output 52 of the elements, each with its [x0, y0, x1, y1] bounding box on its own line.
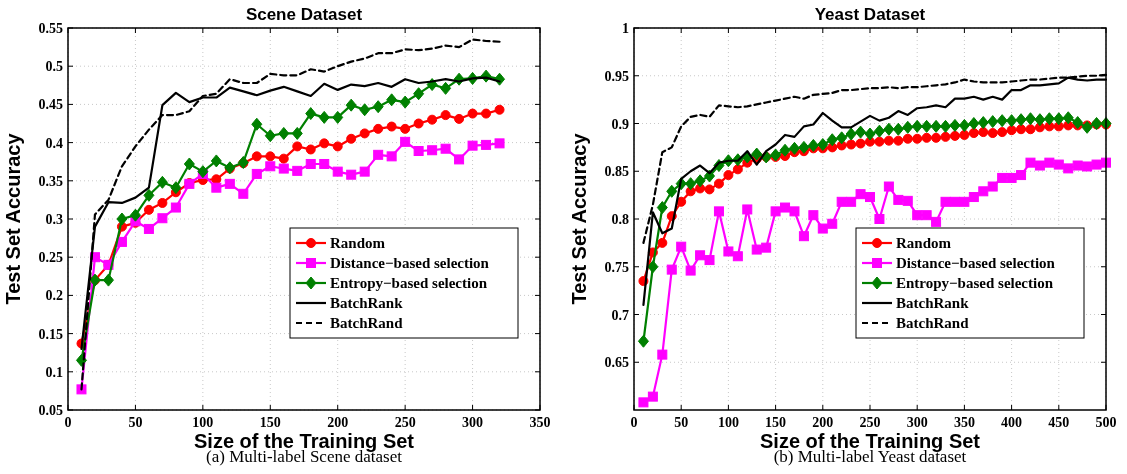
y-tick-label: 0.85: [604, 164, 629, 180]
legend-label: BatchRand: [896, 315, 970, 331]
x-tick-label: 150: [765, 415, 787, 430]
y-axis-title: Test Set Accuracy: [568, 132, 590, 305]
y-tick-label: 0.95: [604, 68, 629, 84]
legend-label: Random: [896, 235, 952, 251]
y-tick-label: 0.15: [38, 326, 63, 342]
legend-label: BatchRand: [330, 315, 404, 331]
x-tick-label: 350: [529, 415, 551, 430]
x-tick-label: 100: [717, 415, 739, 430]
y-tick-label: 0.4: [45, 135, 63, 151]
x-tick-label: 250: [859, 415, 881, 430]
y-tick-label: 1: [622, 21, 629, 36]
y-tick-label: 0.1: [45, 364, 63, 380]
y-tick-label: 0.75: [604, 259, 629, 275]
x-tick-label: 50: [128, 415, 143, 430]
x-tick-label: 0: [630, 415, 638, 430]
y-tick-label: 0.9: [611, 116, 629, 132]
legend-label: Distance−based selection: [330, 255, 490, 271]
x-tick-label: 300: [906, 415, 928, 430]
y-tick-label: 0.2: [45, 288, 63, 304]
y-tick-label: 0.35: [38, 173, 63, 189]
chart-title: Scene Dataset: [245, 5, 363, 24]
y-axis-title: Test Set Accuracy: [2, 132, 24, 305]
legend-label: BatchRank: [330, 295, 404, 311]
y-tick-label: 0.05: [38, 403, 63, 418]
y-tick-label: 0.5: [45, 59, 63, 75]
legend-label: Distance−based selection: [896, 255, 1056, 271]
legend-label: BatchRank: [896, 295, 970, 311]
y-tick-label: 0.8: [611, 212, 629, 227]
x-tick-label: 50: [674, 415, 689, 430]
x-tick-label: 100: [192, 415, 214, 430]
x-tick-label: 300: [462, 415, 484, 430]
legend-label: Entropy−based selection: [896, 275, 1054, 291]
y-tick-label: 0.65: [604, 355, 629, 371]
x-tick-label: 500: [1095, 415, 1117, 430]
chart-title: Yeast Dataset: [814, 5, 926, 24]
x-tick-label: 150: [259, 415, 281, 430]
x-tick-label: 250: [394, 415, 416, 430]
x-tick-label: 0: [64, 415, 72, 430]
x-tick-label: 200: [327, 415, 349, 430]
x-tick-label: 450: [1048, 415, 1070, 430]
x-tick-label: 400: [1001, 415, 1023, 430]
y-tick-label: 0.55: [38, 21, 63, 36]
y-tick-label: 0.25: [38, 250, 63, 266]
y-tick-label: 0.3: [45, 212, 63, 227]
y-tick-label: 0.45: [38, 97, 63, 113]
legend-label: Random: [330, 235, 386, 251]
x-tick-label: 350: [953, 415, 975, 430]
y-tick-label: 0.7: [611, 307, 629, 323]
legend-label: Entropy−based selection: [330, 275, 488, 291]
x-tick-label: 200: [812, 415, 834, 430]
